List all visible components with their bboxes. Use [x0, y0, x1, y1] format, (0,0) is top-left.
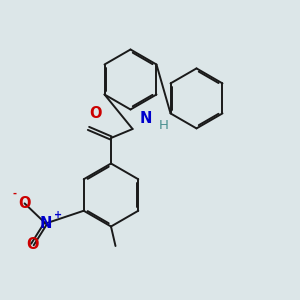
Text: O: O: [26, 237, 39, 252]
Text: N: N: [139, 111, 152, 126]
Text: O: O: [18, 196, 31, 211]
Text: N: N: [39, 216, 52, 231]
Text: O: O: [89, 106, 102, 121]
Text: H: H: [159, 119, 168, 132]
Text: -: -: [12, 188, 16, 199]
Text: +: +: [53, 210, 62, 220]
